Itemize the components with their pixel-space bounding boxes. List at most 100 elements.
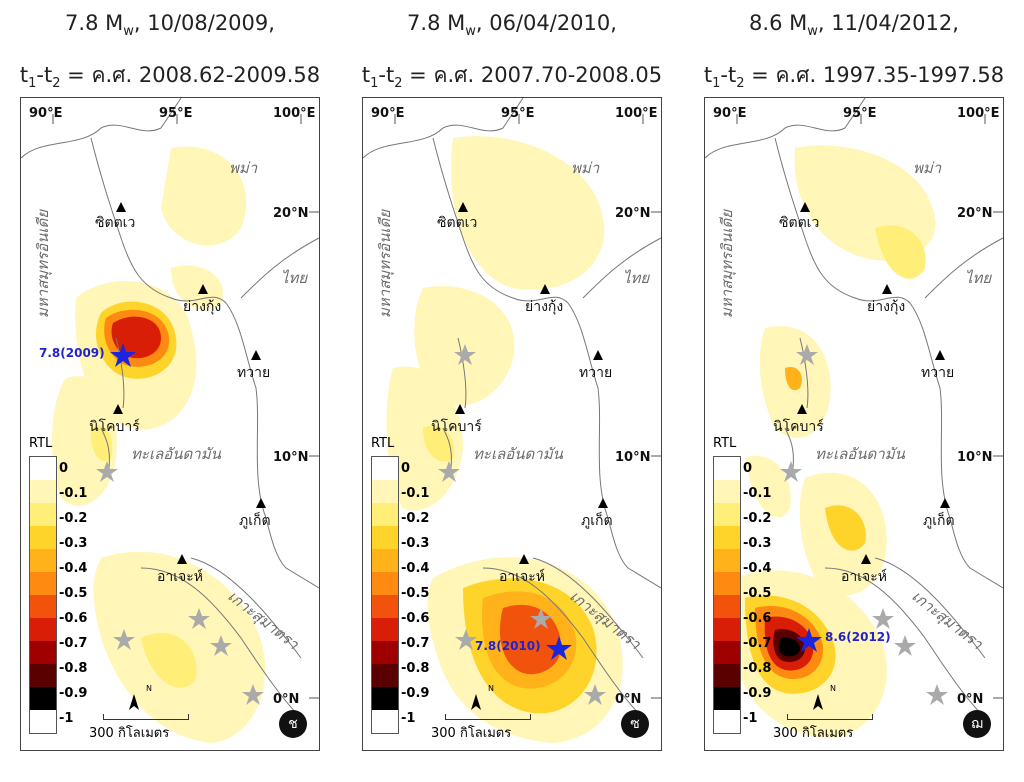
- legend-swatch: [372, 549, 398, 572]
- lat-20-label: 20°N: [273, 206, 309, 221]
- legend-swatch: [714, 687, 740, 710]
- legend-tick-label: -0.1: [401, 485, 430, 501]
- legend-title: RTL: [713, 436, 737, 451]
- andaman-sea-label: ทะเลอันดามัน: [131, 445, 221, 463]
- legend-tick-label: -0.3: [59, 535, 88, 551]
- legend-tick-label: -0.5: [401, 586, 430, 601]
- legend-title: RTL: [29, 436, 53, 451]
- legend-swatch: [30, 664, 56, 687]
- legend-swatch: [714, 641, 740, 664]
- lon-95-label: 95°E: [159, 106, 193, 121]
- legend-swatch: [30, 618, 56, 641]
- scale-bar-label: 300 กิโลเมตร: [431, 726, 512, 741]
- north-arrow-icon: [813, 694, 823, 710]
- map-panel-1: 90°E 95°E 100°E 20°N 10°N 0°N พม่า ไทย ม…: [20, 97, 320, 751]
- legend-swatch: [372, 503, 398, 526]
- north-label: N: [146, 684, 152, 693]
- legend-tick-label: 0: [59, 460, 69, 476]
- panel-badge: ช: [279, 710, 307, 738]
- city-dawei: ทวาย: [921, 365, 955, 381]
- legend-swatch: [372, 687, 398, 710]
- graticule: [52, 114, 319, 699]
- lon-90-label: 90°E: [713, 106, 747, 121]
- legend-swatch: [714, 572, 740, 595]
- panel-badge: ซ: [621, 710, 649, 738]
- lat-20-label: 20°N: [957, 206, 993, 221]
- legend-colorbar: [713, 456, 741, 734]
- legend-title: RTL: [371, 436, 395, 451]
- city-aceh: อาเจะห์: [157, 569, 204, 585]
- legend-swatch: [30, 480, 56, 503]
- legend-swatch: [30, 595, 56, 618]
- north-label: N: [830, 684, 836, 693]
- map-panel-3: 90°E 95°E 100°E 20°N 10°N 0°N พม่า ไทย ม…: [704, 97, 1004, 751]
- legend-swatch: [372, 457, 398, 480]
- thailand-label: ไทย: [623, 269, 650, 287]
- quake-label: 8.6(2012): [825, 630, 891, 644]
- legend-swatch: [30, 572, 56, 595]
- north-label: N: [488, 684, 494, 693]
- legend-swatch: [30, 549, 56, 572]
- panel-badge: ฌ: [963, 710, 991, 738]
- legend-swatch: [714, 526, 740, 549]
- map-panel-2: 90°E 95°E 100°E 20°N 10°N 0°N พม่า ไทย ม…: [362, 97, 662, 751]
- lon-100-label: 100°E: [615, 106, 658, 121]
- legend-tick-label: -0.7: [401, 636, 430, 652]
- andaman-sea-label: ทะเลอันดามัน: [473, 445, 563, 463]
- thailand-label: ไทย: [281, 269, 308, 287]
- legend-colorbar: [371, 456, 399, 734]
- lat-10-label: 10°N: [615, 450, 651, 465]
- legend-tick-label: -1: [743, 711, 758, 727]
- legend-swatch: [714, 549, 740, 572]
- city-sittwe: ซิตตเว: [779, 215, 820, 231]
- legend-swatch: [30, 457, 56, 480]
- legend-swatch: [372, 618, 398, 641]
- map-canvas: [21, 98, 319, 743]
- legend-swatch: [30, 641, 56, 664]
- north-arrow-icon: [129, 694, 139, 710]
- city-markers: [113, 202, 266, 564]
- lon-100-label: 100°E: [957, 106, 1000, 121]
- legend-tick-label: -0.3: [743, 535, 772, 551]
- lat-10-label: 10°N: [957, 450, 993, 465]
- city-phuket: ภูเก็ต: [239, 513, 271, 529]
- legend-swatch: [30, 526, 56, 549]
- city-markers: [797, 202, 950, 564]
- myanmar-label: พม่า: [913, 159, 942, 177]
- grey-stars: [438, 344, 606, 705]
- grey-stars: [780, 344, 948, 705]
- coastline-layer: [21, 98, 319, 719]
- legend-tick-label: -0.4: [743, 560, 772, 576]
- legend-swatch: [372, 595, 398, 618]
- scale-bar: 300 กิโลเมตร: [431, 714, 535, 744]
- myanmar-label: พม่า: [229, 159, 258, 177]
- legend-swatch: [372, 572, 398, 595]
- legend-swatch: [372, 641, 398, 664]
- legend-tick-label: -0.5: [743, 586, 772, 601]
- legend-swatch: [372, 664, 398, 687]
- legend-tick-label: -1: [401, 711, 416, 727]
- city-sittwe: ซิตตเว: [95, 215, 136, 231]
- graticule: [394, 114, 661, 699]
- epicenter-star: [796, 628, 822, 652]
- panel-2-title: 7.8 Mw, 06/04/2010, t1-t2 = ค.ศ. 2007.70…: [361, 11, 663, 92]
- legend-tick-label: 0: [743, 460, 753, 476]
- quake-label: 7.8(2010): [475, 639, 541, 653]
- map-canvas: [363, 98, 661, 743]
- lat-10-label: 10°N: [273, 450, 309, 465]
- legend-tick-label: -0.9: [743, 686, 772, 702]
- legend-swatch: [372, 526, 398, 549]
- legend-swatch: [30, 687, 56, 710]
- city-nicobar: นิโคบาร์: [89, 419, 140, 435]
- legend-tick-label: -0.6: [743, 611, 772, 627]
- lat-0-label: 0°N: [957, 692, 984, 707]
- city-yangon: ย่างกุ้ง: [183, 299, 222, 315]
- scale-bar-label: 300 กิโลเมตร: [773, 726, 854, 741]
- city-nicobar: นิโคบาร์: [773, 419, 824, 435]
- city-nicobar: นิโคบาร์: [431, 419, 482, 435]
- thailand-label: ไทย: [965, 269, 992, 287]
- city-dawei: ทวาย: [579, 365, 613, 381]
- city-aceh: อาเจะห์: [841, 569, 888, 585]
- legend-tick-label: -0.7: [743, 636, 772, 652]
- indian-ocean-label: มหาสมุทรอินเดีย: [376, 210, 394, 319]
